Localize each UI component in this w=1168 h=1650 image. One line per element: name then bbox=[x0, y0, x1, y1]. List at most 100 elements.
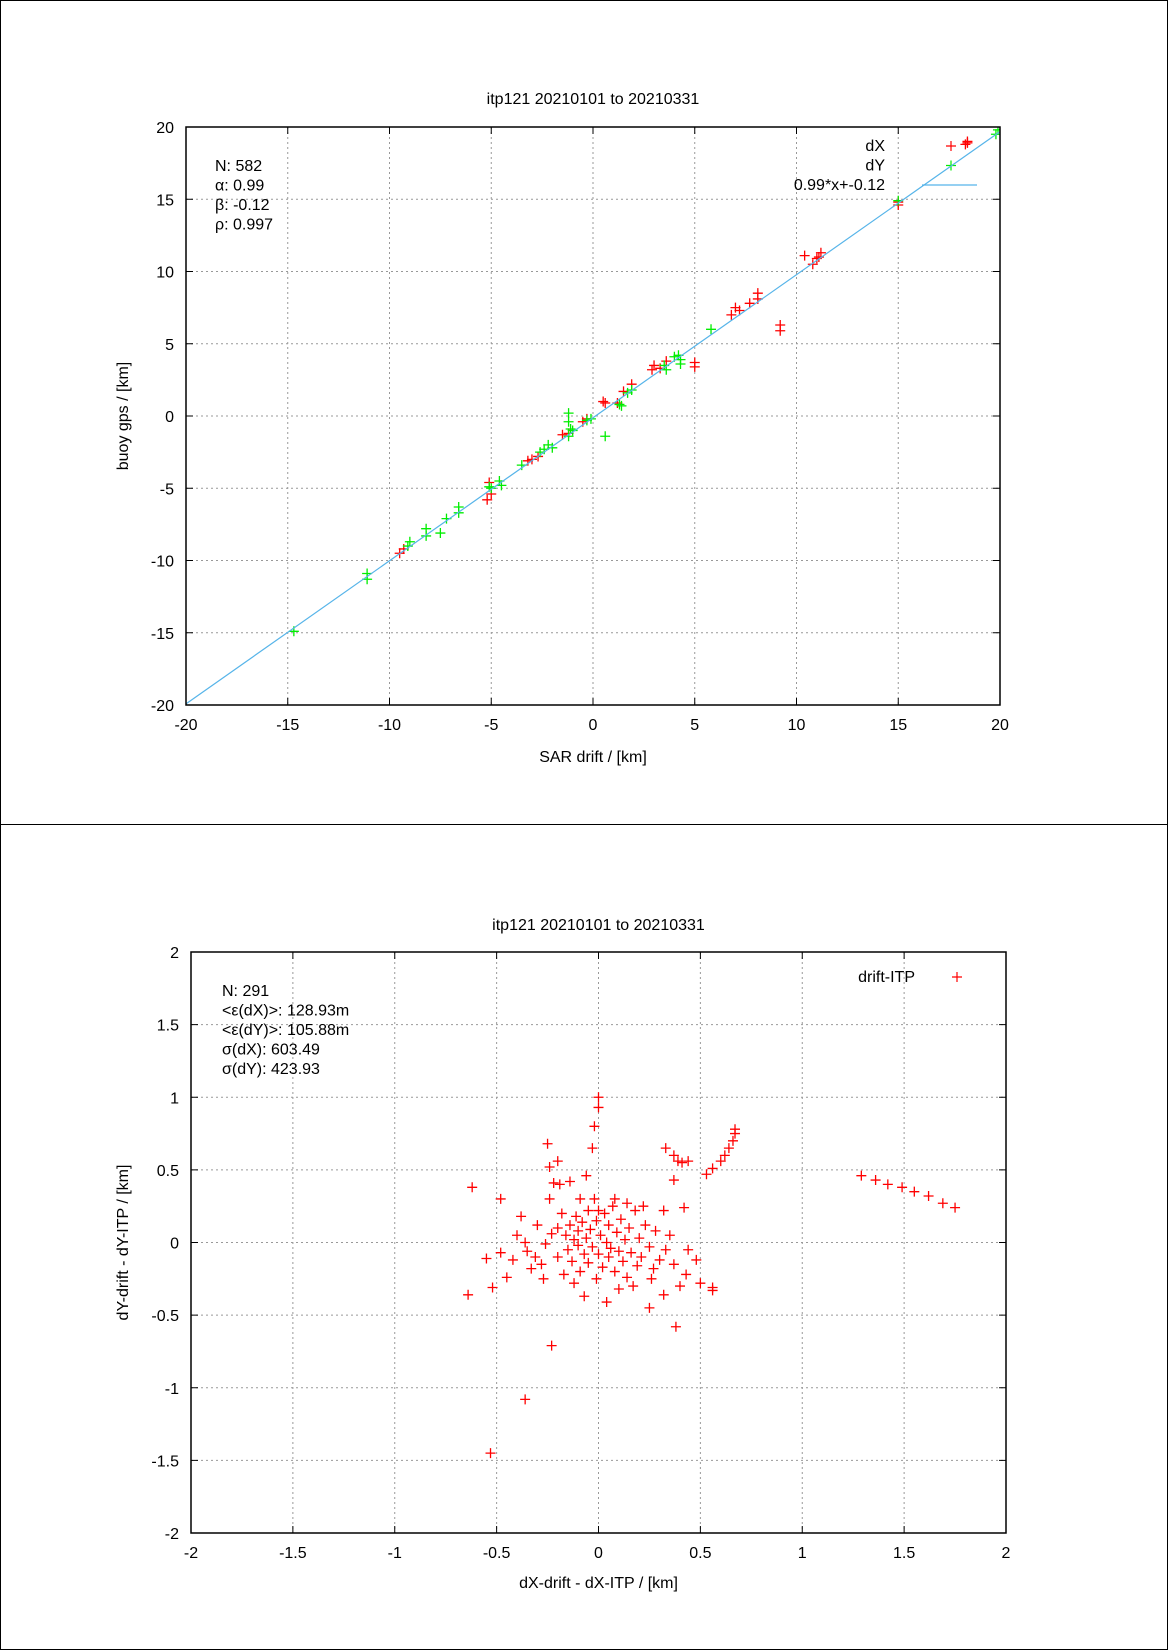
data-point bbox=[616, 400, 627, 411]
data-point bbox=[585, 1224, 596, 1235]
x-tick-label: -20 bbox=[174, 717, 197, 734]
x-tick-label: 10 bbox=[788, 717, 806, 734]
legend-label: drift-ITP bbox=[858, 969, 915, 986]
data-point bbox=[691, 1254, 702, 1265]
data-point bbox=[723, 1143, 734, 1154]
y-axis-label: buoy gps / [km] bbox=[115, 362, 132, 471]
data-point bbox=[775, 325, 786, 336]
data-point bbox=[962, 137, 973, 148]
data-point bbox=[675, 1281, 685, 1292]
data-point bbox=[937, 1198, 948, 1209]
data-point bbox=[530, 1252, 541, 1263]
data-point bbox=[546, 1340, 557, 1351]
data-point bbox=[573, 1240, 584, 1251]
stats-line: N: 291 bbox=[222, 983, 269, 1000]
series-0-99-x-0-12 bbox=[186, 131, 1000, 705]
x-tick-label: 1.5 bbox=[893, 1545, 915, 1562]
data-point bbox=[563, 408, 574, 419]
legend-label: dY bbox=[865, 158, 885, 175]
data-point bbox=[744, 298, 755, 309]
data-point bbox=[593, 1205, 604, 1216]
data-point bbox=[622, 1272, 633, 1283]
data-point bbox=[707, 1163, 718, 1174]
data-point bbox=[520, 1394, 531, 1405]
y-tick-label: 2 bbox=[170, 945, 179, 962]
data-point bbox=[575, 1193, 586, 1204]
data-point bbox=[626, 1247, 637, 1258]
data-point bbox=[595, 1230, 606, 1241]
legend-marker bbox=[946, 141, 956, 151]
plot-frame bbox=[185, 126, 1001, 706]
data-point bbox=[558, 1269, 569, 1280]
x-tick-label: 0 bbox=[589, 717, 598, 734]
data-point bbox=[571, 1211, 582, 1222]
data-point bbox=[601, 1297, 612, 1308]
data-point bbox=[695, 1278, 706, 1289]
data-point bbox=[495, 1247, 506, 1258]
data-point bbox=[467, 1182, 478, 1193]
data-point bbox=[681, 1269, 692, 1280]
x-tick-label: 0 bbox=[594, 1545, 603, 1562]
data-point bbox=[664, 1230, 675, 1241]
data-point bbox=[638, 1201, 649, 1212]
x-tick-label: 5 bbox=[690, 717, 699, 734]
x-tick-label: -5 bbox=[484, 717, 498, 734]
data-point bbox=[727, 1135, 738, 1146]
data-point bbox=[730, 1124, 741, 1135]
data-point bbox=[546, 1228, 557, 1239]
data-point bbox=[587, 1241, 598, 1252]
data-point bbox=[683, 1156, 694, 1167]
data-point bbox=[960, 139, 971, 150]
data-point bbox=[435, 528, 446, 539]
x-tick-label: 0.5 bbox=[689, 1545, 711, 1562]
data-point bbox=[668, 1175, 679, 1186]
data-point bbox=[636, 1252, 647, 1263]
data-point bbox=[799, 250, 810, 261]
x-tick-label: 15 bbox=[889, 717, 907, 734]
data-point bbox=[526, 1263, 537, 1274]
data-point bbox=[495, 1193, 506, 1204]
chart-drift-error: -2 -1.5 -1 -0.5 0 0.5 1 1.5 2 -2 -1.5 -1 -0.5 0 0.5 1 1.… bbox=[115, 917, 1011, 1592]
x-tick-label: 2 bbox=[1002, 1545, 1011, 1562]
data-point bbox=[485, 1448, 496, 1459]
x-tick-label: -1 bbox=[388, 1545, 402, 1562]
y-tick-label: 20 bbox=[156, 120, 174, 137]
data-point bbox=[601, 1237, 612, 1248]
y-tick-label: 5 bbox=[165, 337, 174, 354]
data-point bbox=[540, 1238, 551, 1249]
data-point bbox=[591, 1215, 602, 1226]
data-point bbox=[677, 1157, 688, 1168]
series-drift-itp bbox=[463, 1092, 961, 1459]
x-tick-label: 20 bbox=[991, 717, 1009, 734]
data-point bbox=[597, 1262, 608, 1273]
data-point bbox=[632, 1260, 643, 1271]
data-point bbox=[634, 1233, 645, 1244]
data-point bbox=[630, 1205, 641, 1216]
data-point bbox=[589, 1121, 600, 1132]
x-tick-label: 1 bbox=[798, 1545, 807, 1562]
x-tick-label: -1.5 bbox=[279, 1545, 307, 1562]
data-point bbox=[538, 1273, 549, 1284]
data-point bbox=[624, 1222, 635, 1233]
data-point bbox=[486, 483, 497, 494]
data-point bbox=[544, 1161, 555, 1172]
data-point bbox=[516, 1211, 527, 1222]
stats-line: β: -0.12 bbox=[215, 197, 270, 214]
data-point bbox=[600, 397, 611, 408]
chart-title: itp121 20210101 to 20210331 bbox=[492, 917, 705, 934]
y-tick-label: 0 bbox=[165, 409, 174, 426]
data-point bbox=[552, 1156, 563, 1167]
data-point bbox=[607, 1201, 618, 1212]
data-point bbox=[552, 1252, 563, 1263]
data-point bbox=[593, 1092, 604, 1103]
data-point bbox=[619, 1234, 630, 1245]
data-point bbox=[658, 1289, 669, 1300]
data-point bbox=[613, 1283, 624, 1294]
stats-line: σ(dY): 423.93 bbox=[222, 1061, 320, 1078]
data-point bbox=[668, 1259, 679, 1270]
data-point bbox=[706, 324, 717, 335]
chart-title: itp121 20210101 to 20210331 bbox=[487, 91, 700, 108]
data-point bbox=[603, 1252, 614, 1263]
data-point bbox=[670, 1321, 681, 1332]
legend-marker bbox=[952, 972, 962, 982]
